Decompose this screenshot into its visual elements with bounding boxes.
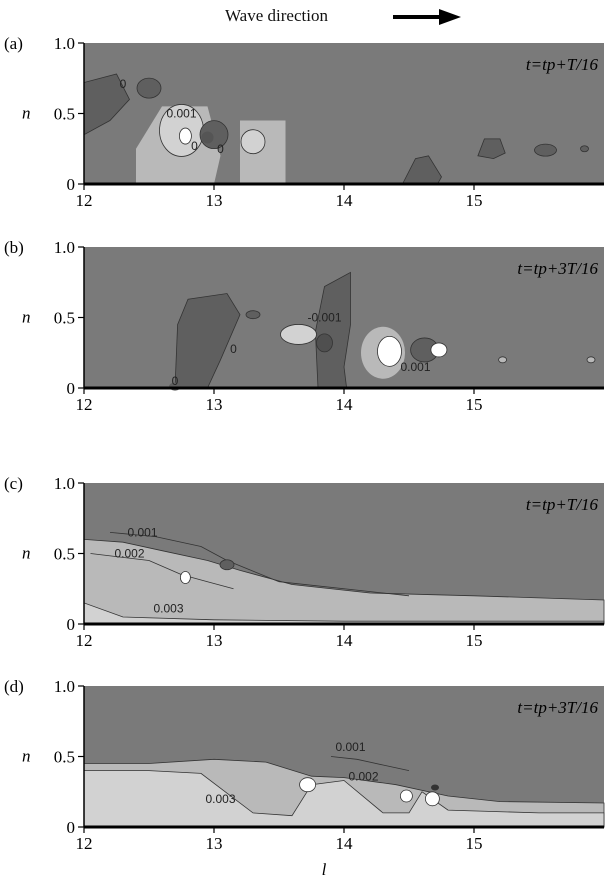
contour-label: -0.001 <box>307 311 341 325</box>
contour-label: 0.002 <box>114 547 144 561</box>
contour-region <box>83 770 605 828</box>
x-tick-label: 15 <box>466 191 483 210</box>
time-label: t=tp+3T/16 <box>517 259 598 278</box>
contour-line <box>109 532 410 597</box>
region-dark <box>174 293 241 389</box>
time-label: t=tp+T/16 <box>526 55 599 74</box>
region-dark <box>136 77 162 99</box>
contour-label: 0 <box>230 342 237 356</box>
y-axis-label: n <box>22 544 31 563</box>
contour-line <box>330 756 410 771</box>
region-dark <box>477 138 506 160</box>
contour-region <box>280 324 317 345</box>
region-dark <box>431 784 439 791</box>
contour-label: 0 <box>191 139 198 153</box>
y-tick-label: 1.0 <box>54 474 75 493</box>
y-tick-label: 1.0 <box>54 238 75 257</box>
y-tick-label: 0.5 <box>54 748 75 767</box>
contour-label: 0.002 <box>348 769 378 783</box>
x-tick-label: 13 <box>206 834 223 853</box>
x-tick-label: 14 <box>336 631 354 650</box>
region-light <box>83 538 605 625</box>
contour-label: 0.001 <box>400 360 430 374</box>
region-dark <box>534 143 557 157</box>
y-axis-label: n <box>22 747 31 766</box>
x-tick-label: 12 <box>76 191 93 210</box>
region-dark <box>580 145 589 153</box>
right-arrow-icon <box>393 9 461 25</box>
y-axis-label: n <box>22 308 31 327</box>
contour-region <box>586 356 596 364</box>
contour-label: 0.001 <box>335 740 365 754</box>
y-tick-label: 0 <box>67 818 76 837</box>
time-label: t=tp+3T/16 <box>517 698 598 717</box>
contour-region <box>498 356 508 364</box>
wave-direction-label: Wave direction <box>225 6 328 25</box>
region-dark <box>316 333 333 353</box>
contour-label: 0.001 <box>166 107 196 121</box>
y-tick-label: 0.5 <box>54 545 75 564</box>
panel-c: 0.001 0.002 0.003 0 0.5 1.0 12 13 14 15 (c) n t=tp+T… <box>4 474 605 650</box>
contour-label: 0 <box>217 142 224 156</box>
time-label: t=tp+T/16 <box>526 495 599 514</box>
panel-letter: (c) <box>4 474 23 493</box>
contour-label: 0 <box>172 374 179 388</box>
region-dark <box>245 310 261 320</box>
y-tick-label: 0 <box>67 379 76 398</box>
y-tick-label: 0 <box>67 615 76 634</box>
contour-region <box>377 335 402 367</box>
contour-label: 0.003 <box>205 792 235 806</box>
contour-label: 0.003 <box>153 602 183 616</box>
contour-region <box>399 789 413 803</box>
y-tick-label: 1.0 <box>54 677 75 696</box>
contour-region <box>240 129 266 155</box>
x-tick-label: 14 <box>336 395 354 414</box>
x-tick-label: 15 <box>466 834 483 853</box>
x-tick-label: 12 <box>76 631 93 650</box>
region-dark <box>314 271 351 389</box>
x-tick-label: 12 <box>76 834 93 853</box>
x-tick-label: 15 <box>466 631 483 650</box>
x-tick-label: 13 <box>206 191 223 210</box>
y-tick-label: 0 <box>67 175 76 194</box>
y-tick-label: 0.5 <box>54 309 75 328</box>
contour-region <box>424 791 440 807</box>
panel-d: 0.001 0.002 0.003 0 0.5 1.0 12 13 14 15 (d) n t=tp+3… <box>4 677 605 879</box>
region-dark <box>219 559 235 571</box>
contour-region <box>299 777 317 793</box>
y-tick-label: 0.5 <box>54 105 75 124</box>
panel-letter: (d) <box>4 677 24 696</box>
contour-region <box>179 571 191 584</box>
x-tick-label: 14 <box>336 191 354 210</box>
y-axis-label: n <box>22 104 31 123</box>
x-tick-label: 13 <box>206 631 223 650</box>
x-tick-label: 14 <box>336 834 354 853</box>
x-axis-label: l <box>322 860 327 879</box>
region-dark <box>201 131 214 144</box>
contour-region <box>430 342 448 358</box>
x-tick-label: 12 <box>76 395 93 414</box>
contour-region <box>178 127 192 145</box>
panel-letter: (b) <box>4 238 24 257</box>
y-tick-label: 1.0 <box>54 34 75 53</box>
panel-b: -0.001 0.001 0 0 0 0.5 1.0 12 13 14 15 (b) n t=tp+3T/… <box>4 238 604 414</box>
panel-a: 0.001 0 0 0 0 0.5 1.0 12 13 14 15 (a) n t=tp+T/16 <box>4 34 604 210</box>
panel-letter: (a) <box>4 34 23 53</box>
contour-label: 0 <box>120 77 127 91</box>
x-tick-label: 13 <box>206 395 223 414</box>
x-tick-label: 15 <box>466 395 483 414</box>
contour-label: 0.001 <box>127 526 157 540</box>
